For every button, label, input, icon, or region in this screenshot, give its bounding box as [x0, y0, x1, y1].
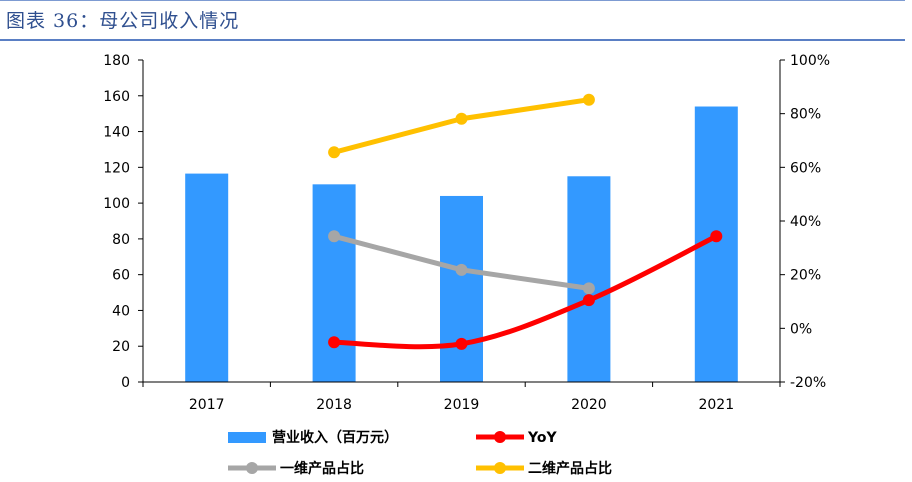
right-tick-label: 100%	[790, 53, 830, 69]
right-tick-label: 20%	[790, 268, 821, 284]
x-tick-label-2018: 2018	[316, 397, 352, 413]
left-tick-label: 80	[112, 232, 130, 248]
marker-share-1d	[582, 282, 595, 295]
x-tick-label-2017: 2017	[189, 397, 225, 413]
bar-2018	[312, 184, 356, 382]
left-tick-label: 120	[103, 160, 130, 176]
left-tick-label: 0	[121, 375, 130, 391]
right-tick-label: 60%	[790, 160, 821, 176]
marker-yoy	[710, 230, 723, 243]
legend-share-2d-swatch-marker	[494, 462, 506, 474]
right-tick-label: 40%	[790, 214, 821, 230]
legend-share-1d-label: 一维产品占比	[280, 460, 364, 477]
left-tick-label: 40	[112, 303, 130, 319]
left-tick-label: 140	[103, 125, 130, 141]
marker-yoy	[328, 336, 341, 349]
legend-yoy-swatch-marker	[494, 431, 506, 443]
left-tick-label: 60	[112, 268, 130, 284]
right-tick-label: 0%	[790, 321, 812, 337]
legend-revenue-label: 营业收入（百万元）	[272, 429, 398, 446]
marker-yoy	[455, 337, 468, 350]
marker-share-2d	[582, 93, 595, 106]
line-share-2d	[333, 97, 590, 155]
legend-yoy-label: YoY	[527, 430, 557, 446]
legend-revenue-swatch	[228, 432, 266, 443]
marker-yoy	[582, 294, 595, 307]
line-yoy	[334, 234, 718, 350]
left-tick-label: 160	[103, 89, 130, 105]
legend-share-1d-swatch-marker	[246, 462, 258, 474]
page-title: 图表 36：母公司收入情况	[6, 10, 240, 32]
x-tick-label-2020: 2020	[571, 397, 607, 413]
right-tick-label: -20%	[790, 375, 826, 391]
bar-2017	[185, 173, 229, 382]
marker-share-1d	[328, 230, 341, 243]
left-tick-label: 100	[103, 196, 130, 212]
left-tick-label: 20	[112, 339, 130, 355]
legend-share-2d-label: 二维产品占比	[528, 460, 612, 477]
header-rule	[0, 39, 905, 41]
header-top-line	[0, 0, 905, 1]
x-tick-label-2021: 2021	[698, 397, 734, 413]
bar-2020	[567, 176, 611, 382]
marker-share-2d	[455, 112, 468, 125]
marker-share-2d	[328, 146, 341, 159]
bar-2019	[440, 195, 483, 382]
marker-share-1d	[455, 263, 468, 276]
left-tick-label: 180	[103, 53, 130, 69]
x-tick-label-2019: 2019	[444, 397, 480, 413]
right-tick-label: 80%	[790, 107, 821, 123]
